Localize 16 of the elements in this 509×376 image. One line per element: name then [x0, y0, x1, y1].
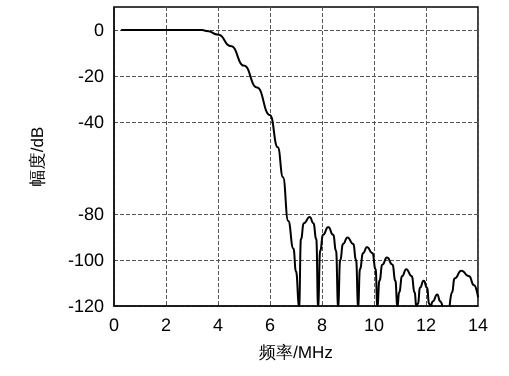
x-tick-label: 4: [212, 315, 224, 335]
y-tick-label: -120: [68, 296, 104, 316]
y-axis-title: 幅度/dB: [28, 126, 47, 186]
x-axis-title: 频率/MHz: [259, 343, 333, 362]
y-tick-label: -80: [78, 204, 104, 224]
x-tick-label: 14: [468, 315, 488, 335]
y-tick-label: 0: [94, 20, 104, 40]
x-tick-label: 12: [416, 315, 436, 335]
x-tick-label: 0: [108, 315, 120, 335]
x-tick-label: 8: [316, 315, 328, 335]
x-tick-label: 2: [160, 315, 172, 335]
x-tick-label: 10: [364, 315, 384, 335]
y-tick-label: -20: [78, 66, 104, 86]
y-tick-label: -100: [68, 250, 104, 270]
x-tick-label: 6: [264, 315, 276, 335]
y-tick-label: -40: [78, 112, 104, 132]
